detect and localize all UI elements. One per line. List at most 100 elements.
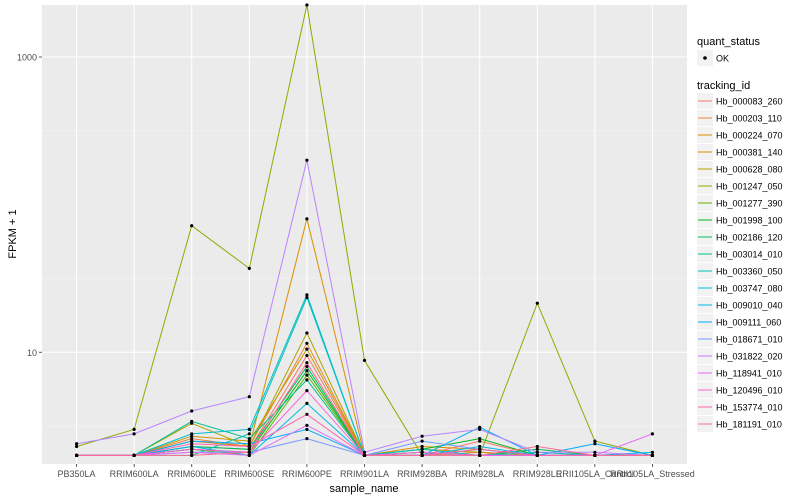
x-tick-label: RRIM600PE — [282, 469, 332, 479]
data-point — [305, 401, 309, 405]
data-point — [420, 453, 424, 457]
data-point — [362, 450, 367, 454]
data-point — [190, 444, 194, 449]
x-tick-label: RRIM928BA — [397, 469, 447, 479]
data-point — [75, 444, 79, 449]
data-point — [247, 395, 251, 399]
x-tick-label: RRII105LA_Stressed — [610, 469, 695, 479]
legend-series-label: Hb_003014_010 — [716, 250, 783, 260]
major-gridlines — [42, 5, 687, 464]
legend-point-key — [703, 56, 707, 60]
data-point — [420, 434, 424, 438]
data-point — [190, 442, 194, 446]
data-point — [132, 427, 136, 431]
legend-series-label: Hb_181191_010 — [716, 420, 782, 430]
data-point — [190, 439, 194, 443]
data-point — [190, 419, 194, 423]
data-point — [593, 439, 597, 443]
y-axis-title: FPKM + 1 — [7, 209, 19, 258]
legend-series-label: Hb_002186_120 — [716, 233, 783, 243]
data-point — [535, 301, 539, 305]
legend-series-label: Hb_001247_050 — [716, 182, 783, 192]
data-point — [132, 432, 136, 436]
data-point — [305, 437, 309, 441]
data-point — [190, 450, 194, 454]
data-point — [478, 447, 482, 451]
data-point — [75, 442, 79, 446]
data-point — [247, 432, 251, 436]
x-axis-title: sample_name — [329, 483, 398, 495]
data-point — [305, 3, 309, 7]
y-tick-label: 1000 — [17, 52, 37, 62]
data-point — [247, 447, 251, 451]
data-point — [305, 369, 309, 373]
data-point — [247, 437, 251, 441]
data-point — [420, 450, 424, 454]
legend-point-items: OK — [697, 50, 729, 66]
legend-series-label: Hb_001277_390 — [716, 199, 783, 209]
legend-series-label: Hb_001998_100 — [716, 216, 783, 226]
data-point — [305, 373, 309, 377]
data-point — [190, 409, 194, 413]
x-axis: PB350LA RRIM600LA RRIM600LE RRIM600SE RRIM60… — [58, 464, 695, 479]
data-point — [650, 432, 655, 436]
data-point — [190, 447, 194, 451]
x-tick-label: RRII105LA_Control — [556, 469, 634, 479]
data-point — [247, 450, 251, 454]
data-point — [535, 447, 539, 451]
data-point — [535, 453, 539, 457]
data-point — [247, 442, 251, 446]
data-point — [305, 347, 309, 351]
x-tick-label: PB350LA — [58, 469, 96, 479]
data-point — [305, 217, 309, 221]
data-point — [305, 378, 309, 382]
data-point — [362, 358, 367, 362]
data-point — [305, 295, 309, 300]
data-point — [478, 450, 482, 454]
data-point — [305, 353, 309, 358]
legend-series-label: Hb_000224_070 — [716, 131, 783, 141]
data-point — [305, 158, 309, 162]
data-point — [132, 453, 136, 457]
legend-series-label: Hb_018671_010 — [716, 335, 783, 345]
data-point — [478, 427, 482, 431]
legend-series-label: Hb_009010_040 — [716, 301, 783, 311]
data-point — [305, 389, 309, 393]
legend-series-label: Hb_003360_050 — [716, 267, 783, 277]
data-point — [420, 444, 424, 449]
data-point — [190, 453, 194, 457]
x-tick-label: RRIM600SE — [224, 469, 274, 479]
data-point — [535, 444, 539, 449]
data-point — [478, 437, 482, 441]
data-point — [478, 439, 482, 443]
data-point — [593, 442, 597, 446]
data-point — [190, 224, 194, 228]
data-point — [305, 423, 309, 427]
data-point — [305, 427, 309, 431]
data-point — [593, 450, 597, 454]
data-point — [305, 365, 309, 369]
data-point — [190, 434, 194, 438]
data-point — [650, 450, 655, 454]
data-point — [478, 444, 482, 449]
data-point — [305, 341, 309, 345]
y-axis: 10 1000 — [17, 52, 42, 358]
data-point — [305, 331, 309, 335]
data-point — [305, 412, 309, 416]
data-point — [247, 453, 251, 457]
data-point — [305, 361, 309, 365]
data-point — [478, 453, 482, 457]
data-point — [650, 453, 655, 457]
legend-series-label: Hb_120496_010 — [716, 386, 783, 396]
legend-series-label: Hb_118941_010 — [716, 369, 782, 379]
data-point — [535, 450, 539, 454]
x-tick-label: RRIM600LA — [110, 469, 159, 479]
data-point — [247, 444, 251, 449]
data-point — [420, 439, 424, 443]
data-point — [247, 266, 251, 270]
legend-series-label: Hb_000083_260 — [716, 97, 783, 107]
data-point — [593, 453, 597, 457]
legend-series-label: Hb_000203_110 — [716, 114, 782, 124]
data-points — [75, 3, 655, 457]
data-point — [247, 439, 251, 443]
